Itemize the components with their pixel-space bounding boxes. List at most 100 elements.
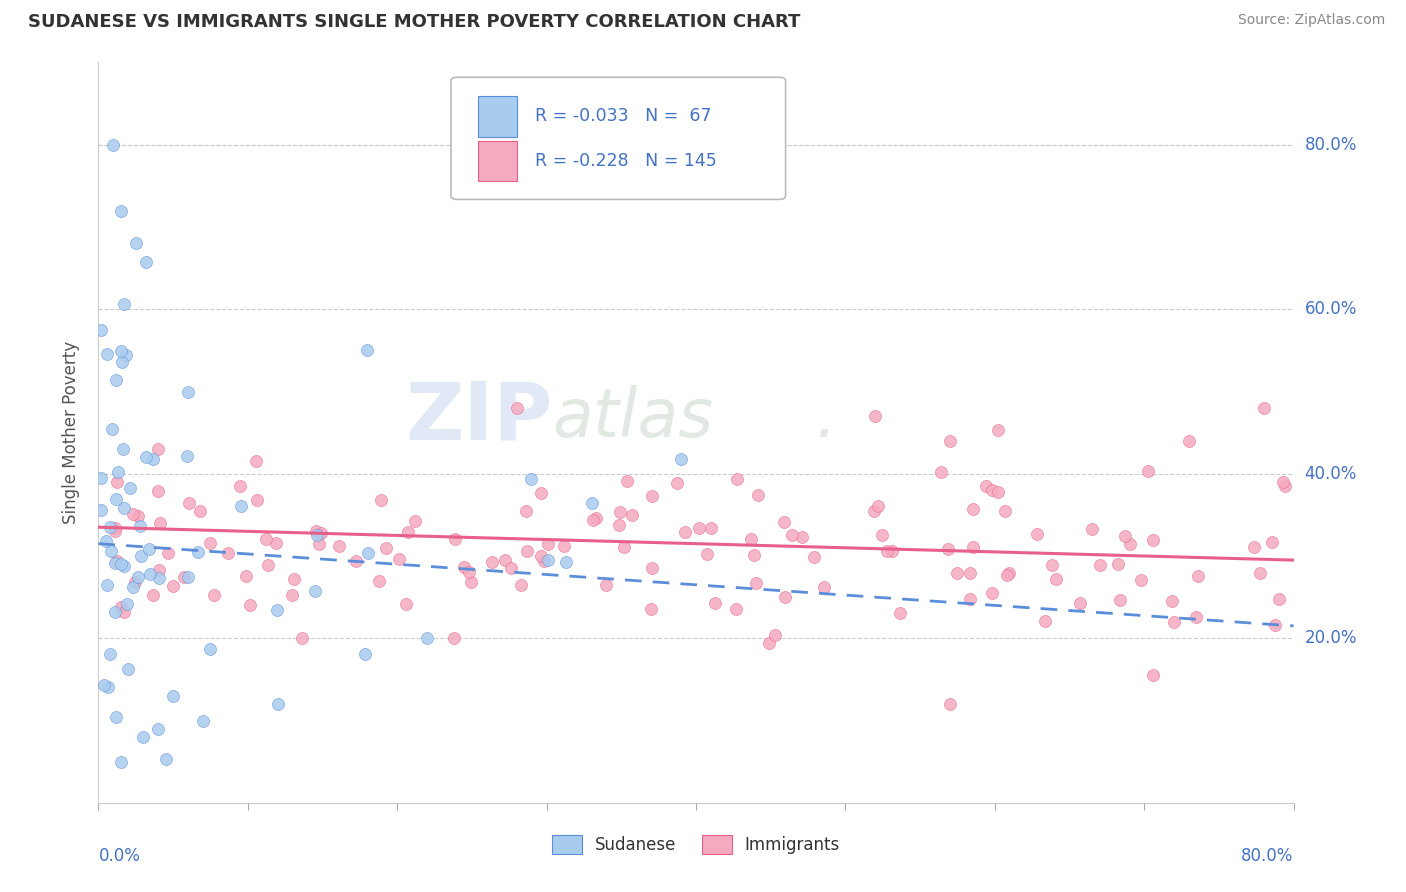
- Point: [747, 488, 769, 502]
- Point: [641, 489, 664, 503]
- Point: [328, 539, 350, 553]
- Text: 80.0%: 80.0%: [1241, 847, 1294, 865]
- Point: [96, 578, 118, 592]
- Point: [1114, 529, 1136, 543]
- Point: [110, 343, 132, 358]
- Point: [803, 549, 825, 564]
- Point: [458, 565, 481, 579]
- Point: [239, 598, 262, 612]
- Point: [1161, 594, 1184, 608]
- Point: [516, 544, 538, 558]
- Point: [1142, 668, 1164, 682]
- Point: [188, 504, 211, 518]
- FancyBboxPatch shape: [451, 78, 786, 200]
- Point: [111, 442, 134, 456]
- Point: [97, 680, 120, 694]
- Point: [499, 561, 522, 575]
- Point: [388, 551, 411, 566]
- Point: [865, 409, 887, 424]
- Text: R = -0.033   N =  67: R = -0.033 N = 67: [534, 108, 711, 126]
- Point: [725, 602, 748, 616]
- Point: [641, 561, 664, 575]
- Point: [105, 709, 128, 723]
- Point: [149, 516, 172, 530]
- Point: [291, 632, 314, 646]
- Point: [581, 496, 603, 510]
- Point: [127, 569, 149, 583]
- Point: [98, 520, 121, 534]
- Point: [356, 343, 378, 358]
- Point: [981, 483, 1004, 498]
- Point: [246, 493, 269, 508]
- Point: [395, 597, 418, 611]
- Point: [1107, 557, 1129, 571]
- Point: [994, 504, 1017, 518]
- Point: [863, 503, 886, 517]
- Point: [94, 534, 117, 549]
- Point: [416, 632, 439, 646]
- Point: [460, 575, 482, 590]
- Point: [494, 553, 516, 567]
- Point: [554, 555, 576, 569]
- Text: 60.0%: 60.0%: [1305, 301, 1357, 318]
- Bar: [478, 141, 517, 181]
- Point: [742, 548, 765, 562]
- Point: [1274, 479, 1296, 493]
- Legend: Sudanese, Immigrants: Sudanese, Immigrants: [546, 829, 846, 861]
- Point: [112, 605, 135, 619]
- Point: [100, 544, 122, 558]
- Text: .: .: [815, 384, 837, 450]
- Point: [124, 575, 146, 590]
- Point: [1119, 537, 1142, 551]
- Point: [104, 521, 127, 535]
- Point: [1264, 618, 1286, 632]
- Point: [509, 577, 531, 591]
- Point: [870, 528, 893, 542]
- Point: [93, 678, 115, 692]
- Point: [866, 499, 889, 513]
- Point: [202, 588, 225, 602]
- Point: [156, 545, 179, 559]
- Point: [191, 714, 214, 728]
- Point: [135, 255, 157, 269]
- Point: [481, 555, 503, 569]
- Point: [105, 475, 128, 489]
- Point: [304, 584, 326, 599]
- Point: [515, 504, 537, 518]
- Point: [725, 472, 748, 486]
- Point: [110, 755, 132, 769]
- Point: [876, 543, 898, 558]
- Point: [254, 533, 277, 547]
- Point: [443, 632, 465, 646]
- Point: [111, 355, 134, 369]
- Point: [987, 485, 1010, 500]
- Point: [530, 486, 553, 500]
- Point: [110, 203, 132, 218]
- Point: [453, 560, 475, 574]
- Point: [110, 599, 132, 614]
- Point: [129, 549, 152, 563]
- Point: [368, 574, 391, 589]
- Point: [96, 347, 118, 361]
- Point: [266, 603, 288, 617]
- Point: [640, 602, 662, 616]
- Point: [162, 579, 184, 593]
- Point: [148, 571, 170, 585]
- Point: [374, 541, 396, 556]
- Point: [1069, 595, 1091, 609]
- Point: [936, 542, 959, 557]
- Point: [104, 491, 127, 506]
- Point: [235, 568, 257, 582]
- Point: [696, 547, 718, 561]
- Text: R = -0.228   N = 145: R = -0.228 N = 145: [534, 152, 717, 169]
- Point: [173, 570, 195, 584]
- Point: [506, 401, 529, 415]
- Point: [357, 546, 380, 560]
- Text: SUDANESE VS IMMIGRANTS SINGLE MOTHER POVERTY CORRELATION CHART: SUDANESE VS IMMIGRANTS SINGLE MOTHER POV…: [28, 13, 800, 31]
- Point: [117, 597, 139, 611]
- Point: [585, 510, 607, 524]
- Point: [959, 592, 981, 607]
- Point: [1243, 541, 1265, 555]
- Point: [177, 496, 200, 510]
- Point: [946, 566, 969, 580]
